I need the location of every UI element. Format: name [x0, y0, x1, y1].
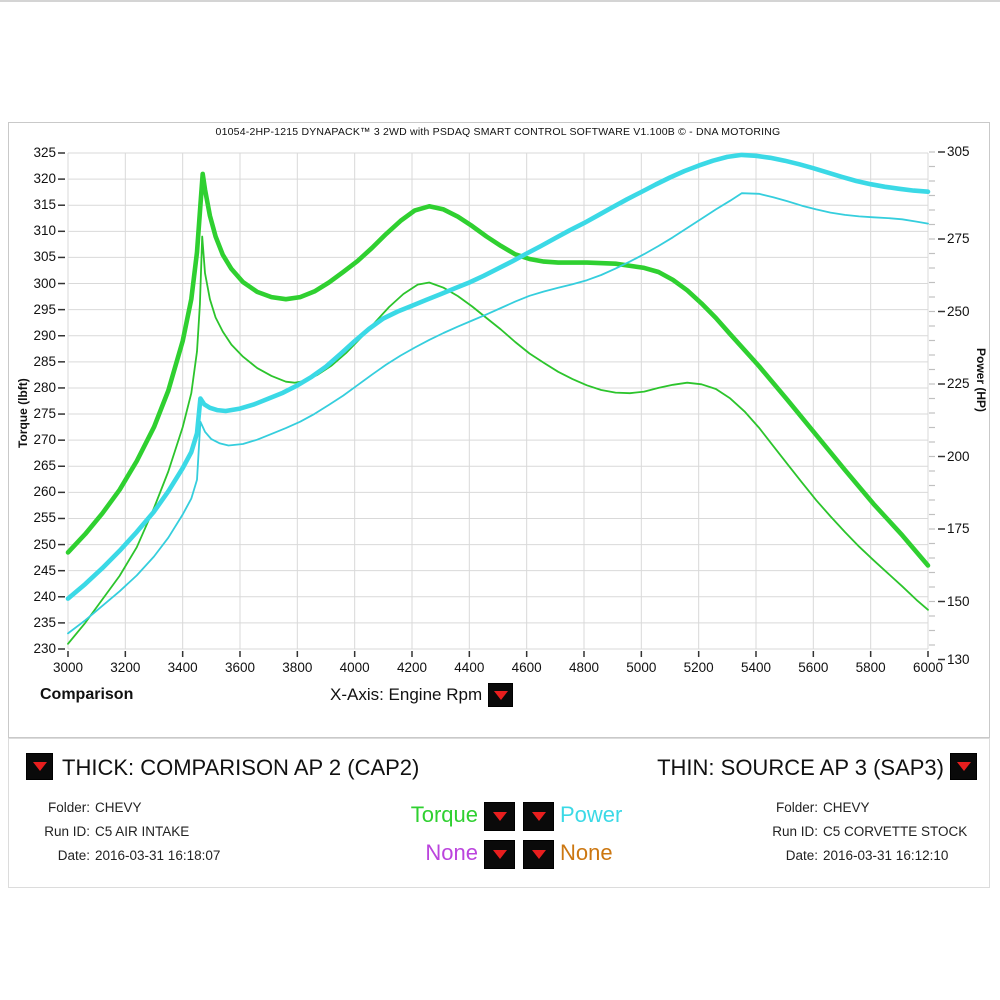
folder-value: CHEVY: [823, 800, 870, 815]
x-tick-label: 3800: [282, 660, 313, 675]
runid-label: Run ID:: [44, 824, 90, 839]
y-left-tick-label: 305: [33, 249, 56, 265]
x-tick-label: 3600: [224, 660, 256, 675]
folder-value: CHEVY: [95, 800, 142, 815]
date-label: Date:: [57, 848, 90, 863]
x-axis-selector: X-Axis: Engine Rpm: [330, 683, 514, 707]
y-right-tick-label: 275: [947, 231, 970, 246]
dropdown-arrow-icon: [493, 690, 508, 700]
channel-slot1-dropdown-button[interactable]: [484, 802, 515, 831]
y-left-tick-label: 270: [33, 432, 56, 448]
y-left-tick-label: 235: [33, 614, 56, 630]
dyno-plot: [58, 151, 945, 661]
page-top-border: [0, 0, 1000, 2]
y-left-tick-label: 255: [33, 510, 56, 526]
x-tick-label: 4400: [454, 660, 485, 675]
dropdown-arrow-icon: [492, 812, 507, 821]
y-left-tick-label: 260: [33, 484, 56, 500]
x-tick-label: 5800: [855, 660, 886, 675]
x-tick-label: 5000: [626, 660, 657, 675]
left-date-row: Date: 2016-03-31 16:18:07: [18, 848, 221, 866]
x-tick-label: 5600: [798, 660, 829, 675]
dropdown-arrow-icon: [531, 850, 546, 859]
date-label: Date:: [785, 848, 818, 863]
y-left-tick-label: 315: [33, 197, 56, 213]
x-tick-label: 5200: [683, 660, 714, 675]
curve-sap3-torque: [67, 235, 929, 645]
x-axis-dropdown-button[interactable]: [488, 683, 514, 707]
y-right-tick-label: 175: [947, 521, 970, 536]
y-left-tick-label: 285: [33, 353, 56, 369]
y-left-tick-label: 325: [33, 145, 56, 160]
chart-title: 01054-2HP-1215 DYNAPACK™ 3 2WD with PSDA…: [215, 126, 781, 138]
y-left-tick-label: 275: [33, 406, 56, 422]
curve-cap2-torque: [65, 171, 931, 568]
y-left-tick-label: 245: [33, 562, 56, 578]
x-axis-selector-label: X-Axis: Engine Rpm: [330, 685, 483, 704]
y-left-tick-label: 240: [33, 588, 56, 604]
y-left-tick-label: 300: [33, 275, 56, 291]
y-right-tick-label: 200: [947, 448, 970, 464]
y-left-tick-label: 310: [33, 223, 56, 239]
date-value: 2016-03-31 16:18:07: [95, 848, 221, 863]
x-tick-label: 6000: [912, 660, 944, 675]
thin-run-title: THIN: SOURCE AP 3 (SAP3): [657, 755, 944, 780]
dropdown-arrow-icon: [32, 762, 47, 771]
channel-slot1-label: Torque: [410, 802, 478, 827]
y-right-tick-label: 305: [947, 144, 970, 159]
x-tick-label: 4800: [568, 660, 600, 675]
x-tick-label: 3400: [167, 660, 198, 675]
folder-label: Folder:: [775, 800, 818, 815]
y-left-axis-title: Torque (lbft): [16, 378, 30, 448]
thick-run-dropdown-button[interactable]: [26, 753, 53, 780]
y-left-tick-label: 290: [33, 327, 56, 343]
date-value: 2016-03-31 16:12:10: [823, 848, 949, 863]
right-folder-row: Folder: CHEVY: [746, 800, 870, 818]
curve-sap3-power: [67, 192, 929, 635]
y-left-tick-label: 265: [33, 458, 56, 474]
y-right-tick-label: 250: [947, 303, 970, 319]
curve-cap2-power: [65, 152, 931, 601]
x-tick-label: 3200: [110, 660, 141, 675]
x-tick-label: 4000: [339, 660, 370, 675]
dropdown-arrow-icon: [531, 812, 546, 821]
runid-value: C5 CORVETTE STOCK: [823, 824, 968, 839]
channel-slot4-label: None: [560, 840, 613, 865]
dropdown-arrow-icon: [956, 762, 971, 771]
thick-run-title: THICK: COMPARISON AP 2 (CAP2): [62, 755, 420, 780]
folder-label: Folder:: [47, 800, 90, 815]
y-right-tick-label: 130: [947, 651, 970, 667]
channel-slot4-dropdown-button[interactable]: [523, 840, 554, 869]
left-folder-row: Folder: CHEVY: [18, 800, 142, 818]
y-left-tick-label: 230: [33, 641, 56, 656]
left-runid-row: Run ID: C5 AIR INTAKE: [18, 824, 189, 842]
x-tick-label: 4600: [511, 660, 542, 675]
x-tick-label: 5400: [740, 660, 772, 675]
y-left-tick-label: 250: [33, 536, 56, 552]
x-tick-label: 3000: [52, 660, 84, 675]
dropdown-arrow-icon: [492, 850, 507, 859]
comparison-label: Comparison: [40, 686, 134, 703]
y-left-tick-label: 295: [33, 301, 56, 317]
channel-slot2-label: Power: [560, 802, 623, 827]
y-left-tick-label: 320: [33, 171, 56, 187]
channel-slot3-label: None: [425, 840, 478, 865]
runid-value: C5 AIR INTAKE: [95, 824, 190, 839]
channel-slot2-dropdown-button[interactable]: [523, 802, 554, 831]
right-runid-row: Run ID: C5 CORVETTE STOCK: [746, 824, 967, 842]
x-tick-label: 4200: [396, 660, 428, 675]
y-right-tick-label: 225: [947, 376, 970, 391]
right-date-row: Date: 2016-03-31 16:12:10: [746, 848, 949, 866]
runid-label: Run ID:: [772, 824, 818, 839]
chart-panel: [8, 122, 990, 738]
y-right-axis-title: Power (HP): [974, 348, 988, 413]
y-right-tick-label: 150: [947, 593, 970, 609]
channel-slot3-dropdown-button[interactable]: [484, 840, 515, 869]
y-left-tick-label: 280: [33, 379, 56, 395]
thin-run-dropdown-button[interactable]: [950, 753, 977, 780]
